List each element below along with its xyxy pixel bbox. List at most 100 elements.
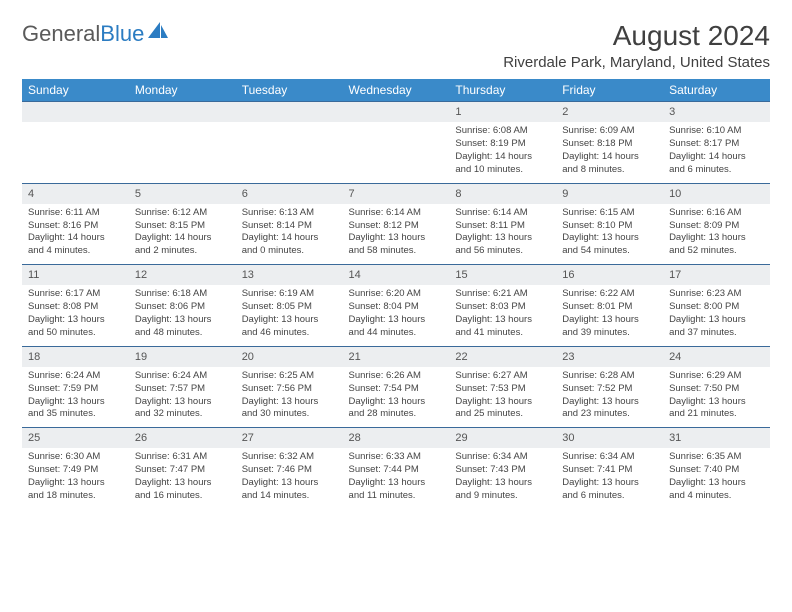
daylight-text: Daylight: 13 hours and 56 minutes. — [455, 232, 550, 258]
day-detail-cell — [236, 122, 343, 183]
day-detail-cell: Sunrise: 6:18 AMSunset: 8:06 PMDaylight:… — [129, 285, 236, 346]
daylight-text: Daylight: 13 hours and 14 minutes. — [242, 477, 337, 503]
sunset-text: Sunset: 7:52 PM — [562, 383, 657, 396]
day-number: 27 — [236, 428, 343, 449]
brand-part2: Blue — [100, 21, 144, 46]
sunrise-text: Sunrise: 6:23 AM — [669, 288, 764, 301]
daylight-text: Daylight: 13 hours and 18 minutes. — [28, 477, 123, 503]
location: Riverdale Park, Maryland, United States — [503, 54, 770, 71]
sunrise-text: Sunrise: 6:34 AM — [562, 451, 657, 464]
daylight-text: Daylight: 13 hours and 30 minutes. — [242, 396, 337, 422]
daylight-text: Daylight: 13 hours and 35 minutes. — [28, 396, 123, 422]
day-number-row: 45678910 — [22, 183, 770, 204]
day-number — [343, 102, 450, 123]
sunset-text: Sunset: 8:00 PM — [669, 301, 764, 314]
weekday-header: Sunday — [22, 79, 129, 102]
sunset-text: Sunset: 8:19 PM — [455, 138, 550, 151]
sunset-text: Sunset: 8:14 PM — [242, 220, 337, 233]
sunrise-text: Sunrise: 6:21 AM — [455, 288, 550, 301]
day-number: 11 — [22, 265, 129, 286]
sunset-text: Sunset: 7:53 PM — [455, 383, 550, 396]
day-detail-cell: Sunrise: 6:24 AMSunset: 7:59 PMDaylight:… — [22, 367, 129, 428]
day-detail-row: Sunrise: 6:08 AMSunset: 8:19 PM Daylight:… — [22, 122, 770, 183]
daylight-text: Daylight: 13 hours and 41 minutes. — [455, 314, 550, 340]
day-number: 28 — [343, 428, 450, 449]
sunset-text: Sunset: 7:49 PM — [28, 464, 123, 477]
day-detail-cell: Sunrise: 6:25 AMSunset: 7:56 PMDaylight:… — [236, 367, 343, 428]
weekday-header: Tuesday — [236, 79, 343, 102]
daylight-text: Daylight: 13 hours and 39 minutes. — [562, 314, 657, 340]
day-detail-cell: Sunrise: 6:17 AMSunset: 8:08 PMDaylight:… — [22, 285, 129, 346]
day-detail-cell: Sunrise: 6:32 AMSunset: 7:46 PMDaylight:… — [236, 448, 343, 508]
daylight-text: Daylight: 14 hours and 2 minutes. — [135, 232, 230, 258]
sunset-text: Sunset: 8:04 PM — [349, 301, 444, 314]
daylight-text: Daylight: 14 hours and 8 minutes. — [562, 151, 657, 177]
daylight-text: Daylight: 13 hours and 50 minutes. — [28, 314, 123, 340]
sunset-text: Sunset: 8:01 PM — [562, 301, 657, 314]
sunrise-text: Sunrise: 6:17 AM — [28, 288, 123, 301]
day-detail-cell: Sunrise: 6:28 AMSunset: 7:52 PMDaylight:… — [556, 367, 663, 428]
day-number: 24 — [663, 346, 770, 367]
day-detail-cell: Sunrise: 6:14 AMSunset: 8:12 PMDaylight:… — [343, 204, 450, 265]
day-number-row: 123 — [22, 102, 770, 123]
weekday-header-row: SundayMondayTuesdayWednesdayThursdayFrid… — [22, 79, 770, 102]
day-number: 17 — [663, 265, 770, 286]
day-detail-cell: Sunrise: 6:27 AMSunset: 7:53 PMDaylight:… — [449, 367, 556, 428]
sunrise-text: Sunrise: 6:08 AM — [455, 125, 550, 138]
sunset-text: Sunset: 8:18 PM — [562, 138, 657, 151]
day-detail-cell: Sunrise: 6:11 AMSunset: 8:16 PMDaylight:… — [22, 204, 129, 265]
sunrise-text: Sunrise: 6:32 AM — [242, 451, 337, 464]
sunset-text: Sunset: 8:16 PM — [28, 220, 123, 233]
day-number: 10 — [663, 183, 770, 204]
sunset-text: Sunset: 8:11 PM — [455, 220, 550, 233]
header: GeneralBlue August 2024 Riverdale Park, … — [22, 20, 770, 71]
sunrise-text: Sunrise: 6:12 AM — [135, 207, 230, 220]
sunset-text: Sunset: 8:12 PM — [349, 220, 444, 233]
day-detail-row: Sunrise: 6:17 AMSunset: 8:08 PMDaylight:… — [22, 285, 770, 346]
sunrise-text: Sunrise: 6:10 AM — [669, 125, 764, 138]
sunrise-text: Sunrise: 6:14 AM — [455, 207, 550, 220]
sunset-text: Sunset: 7:59 PM — [28, 383, 123, 396]
sunrise-text: Sunrise: 6:33 AM — [349, 451, 444, 464]
day-number: 31 — [663, 428, 770, 449]
day-number: 18 — [22, 346, 129, 367]
day-number: 21 — [343, 346, 450, 367]
sunset-text: Sunset: 8:08 PM — [28, 301, 123, 314]
sunrise-text: Sunrise: 6:35 AM — [669, 451, 764, 464]
day-detail-cell — [343, 122, 450, 183]
sunset-text: Sunset: 8:09 PM — [669, 220, 764, 233]
day-number — [129, 102, 236, 123]
sunrise-text: Sunrise: 6:19 AM — [242, 288, 337, 301]
day-number: 29 — [449, 428, 556, 449]
day-number — [22, 102, 129, 123]
sunset-text: Sunset: 8:03 PM — [455, 301, 550, 314]
daylight-text: Daylight: 13 hours and 16 minutes. — [135, 477, 230, 503]
daylight-text: Daylight: 13 hours and 28 minutes. — [349, 396, 444, 422]
sunset-text: Sunset: 8:10 PM — [562, 220, 657, 233]
day-number: 2 — [556, 102, 663, 123]
brand-part1: General — [22, 21, 100, 46]
sunrise-text: Sunrise: 6:34 AM — [455, 451, 550, 464]
day-number: 3 — [663, 102, 770, 123]
day-detail-row: Sunrise: 6:11 AMSunset: 8:16 PMDaylight:… — [22, 204, 770, 265]
sunrise-text: Sunrise: 6:16 AM — [669, 207, 764, 220]
weekday-header: Thursday — [449, 79, 556, 102]
day-number-row: 11121314151617 — [22, 265, 770, 286]
sunrise-text: Sunrise: 6:27 AM — [455, 370, 550, 383]
daylight-text: Daylight: 13 hours and 9 minutes. — [455, 477, 550, 503]
day-number: 23 — [556, 346, 663, 367]
day-detail-cell: Sunrise: 6:10 AMSunset: 8:17 PMDaylight:… — [663, 122, 770, 183]
day-number: 6 — [236, 183, 343, 204]
daylight-text: Daylight: 13 hours and 11 minutes. — [349, 477, 444, 503]
day-number: 15 — [449, 265, 556, 286]
weekday-header: Monday — [129, 79, 236, 102]
sunset-text: Sunset: 7:56 PM — [242, 383, 337, 396]
day-number: 22 — [449, 346, 556, 367]
day-number: 5 — [129, 183, 236, 204]
daylight-text: Daylight: 13 hours and 54 minutes. — [562, 232, 657, 258]
sunrise-text: Sunrise: 6:13 AM — [242, 207, 337, 220]
day-number: 19 — [129, 346, 236, 367]
sunrise-text: Sunrise: 6:28 AM — [562, 370, 657, 383]
day-detail-row: Sunrise: 6:24 AMSunset: 7:59 PMDaylight:… — [22, 367, 770, 428]
sunset-text: Sunset: 8:06 PM — [135, 301, 230, 314]
